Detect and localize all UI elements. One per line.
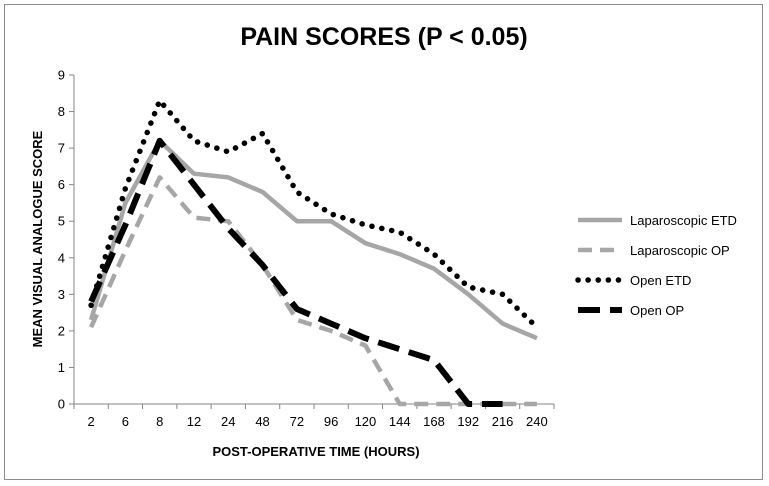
legend-label-laparoscopic-op: Laparoscopic OP [630, 243, 730, 258]
legend-label-laparoscopic-etd: Laparoscopic ETD [630, 213, 737, 228]
legend-label-open-etd: Open ETD [630, 273, 691, 288]
y-tick-label: 0 [58, 397, 65, 412]
x-tick-label: 24 [221, 414, 235, 429]
y-tick-label: 3 [58, 287, 65, 302]
x-tick-label: 192 [457, 414, 479, 429]
x-tick-label: 240 [526, 414, 548, 429]
series-line-open-op [88, 137, 503, 407]
series-line-laparoscopic-etd [88, 138, 538, 341]
x-tick-label: 6 [122, 414, 129, 429]
series-line-open-etd [88, 97, 540, 330]
x-tick-label: 216 [492, 414, 514, 429]
x-tick-label: 72 [290, 414, 304, 429]
series-layer [88, 97, 540, 407]
y-tick-label: 5 [58, 214, 65, 229]
legend: Laparoscopic ETD Laparoscopic OP Open ETD O… [575, 213, 737, 318]
x-tick-label: 168 [423, 414, 445, 429]
x-tick-label: 120 [355, 414, 377, 429]
y-tick-label: 2 [58, 323, 65, 338]
y-tick-label: 1 [58, 360, 65, 375]
x-tick-label: 96 [324, 414, 338, 429]
y-tick-label: 4 [58, 250, 65, 265]
x-axis-title: POST-OPERATIVE TIME (HOURS) [212, 444, 419, 459]
x-tick-label: 8 [156, 414, 163, 429]
y-tick-label: 9 [58, 68, 65, 83]
x-tick-label: 2 [88, 414, 95, 429]
y-tick-label: 7 [58, 141, 65, 156]
y-tick-label: 8 [58, 104, 65, 119]
legend-label-open-op: Open OP [630, 303, 684, 318]
chart-title: PAIN SCORES (P < 0.05) [240, 23, 527, 51]
y-tick-label: 6 [58, 177, 65, 192]
x-tick-label: 48 [255, 414, 269, 429]
y-axis-title: MEAN VISUAL ANALOGUE SCORE [30, 130, 45, 347]
series-line-laparoscopic-op [89, 175, 537, 407]
x-tick-label: 144 [389, 414, 411, 429]
x-tick-label: 12 [187, 414, 201, 429]
